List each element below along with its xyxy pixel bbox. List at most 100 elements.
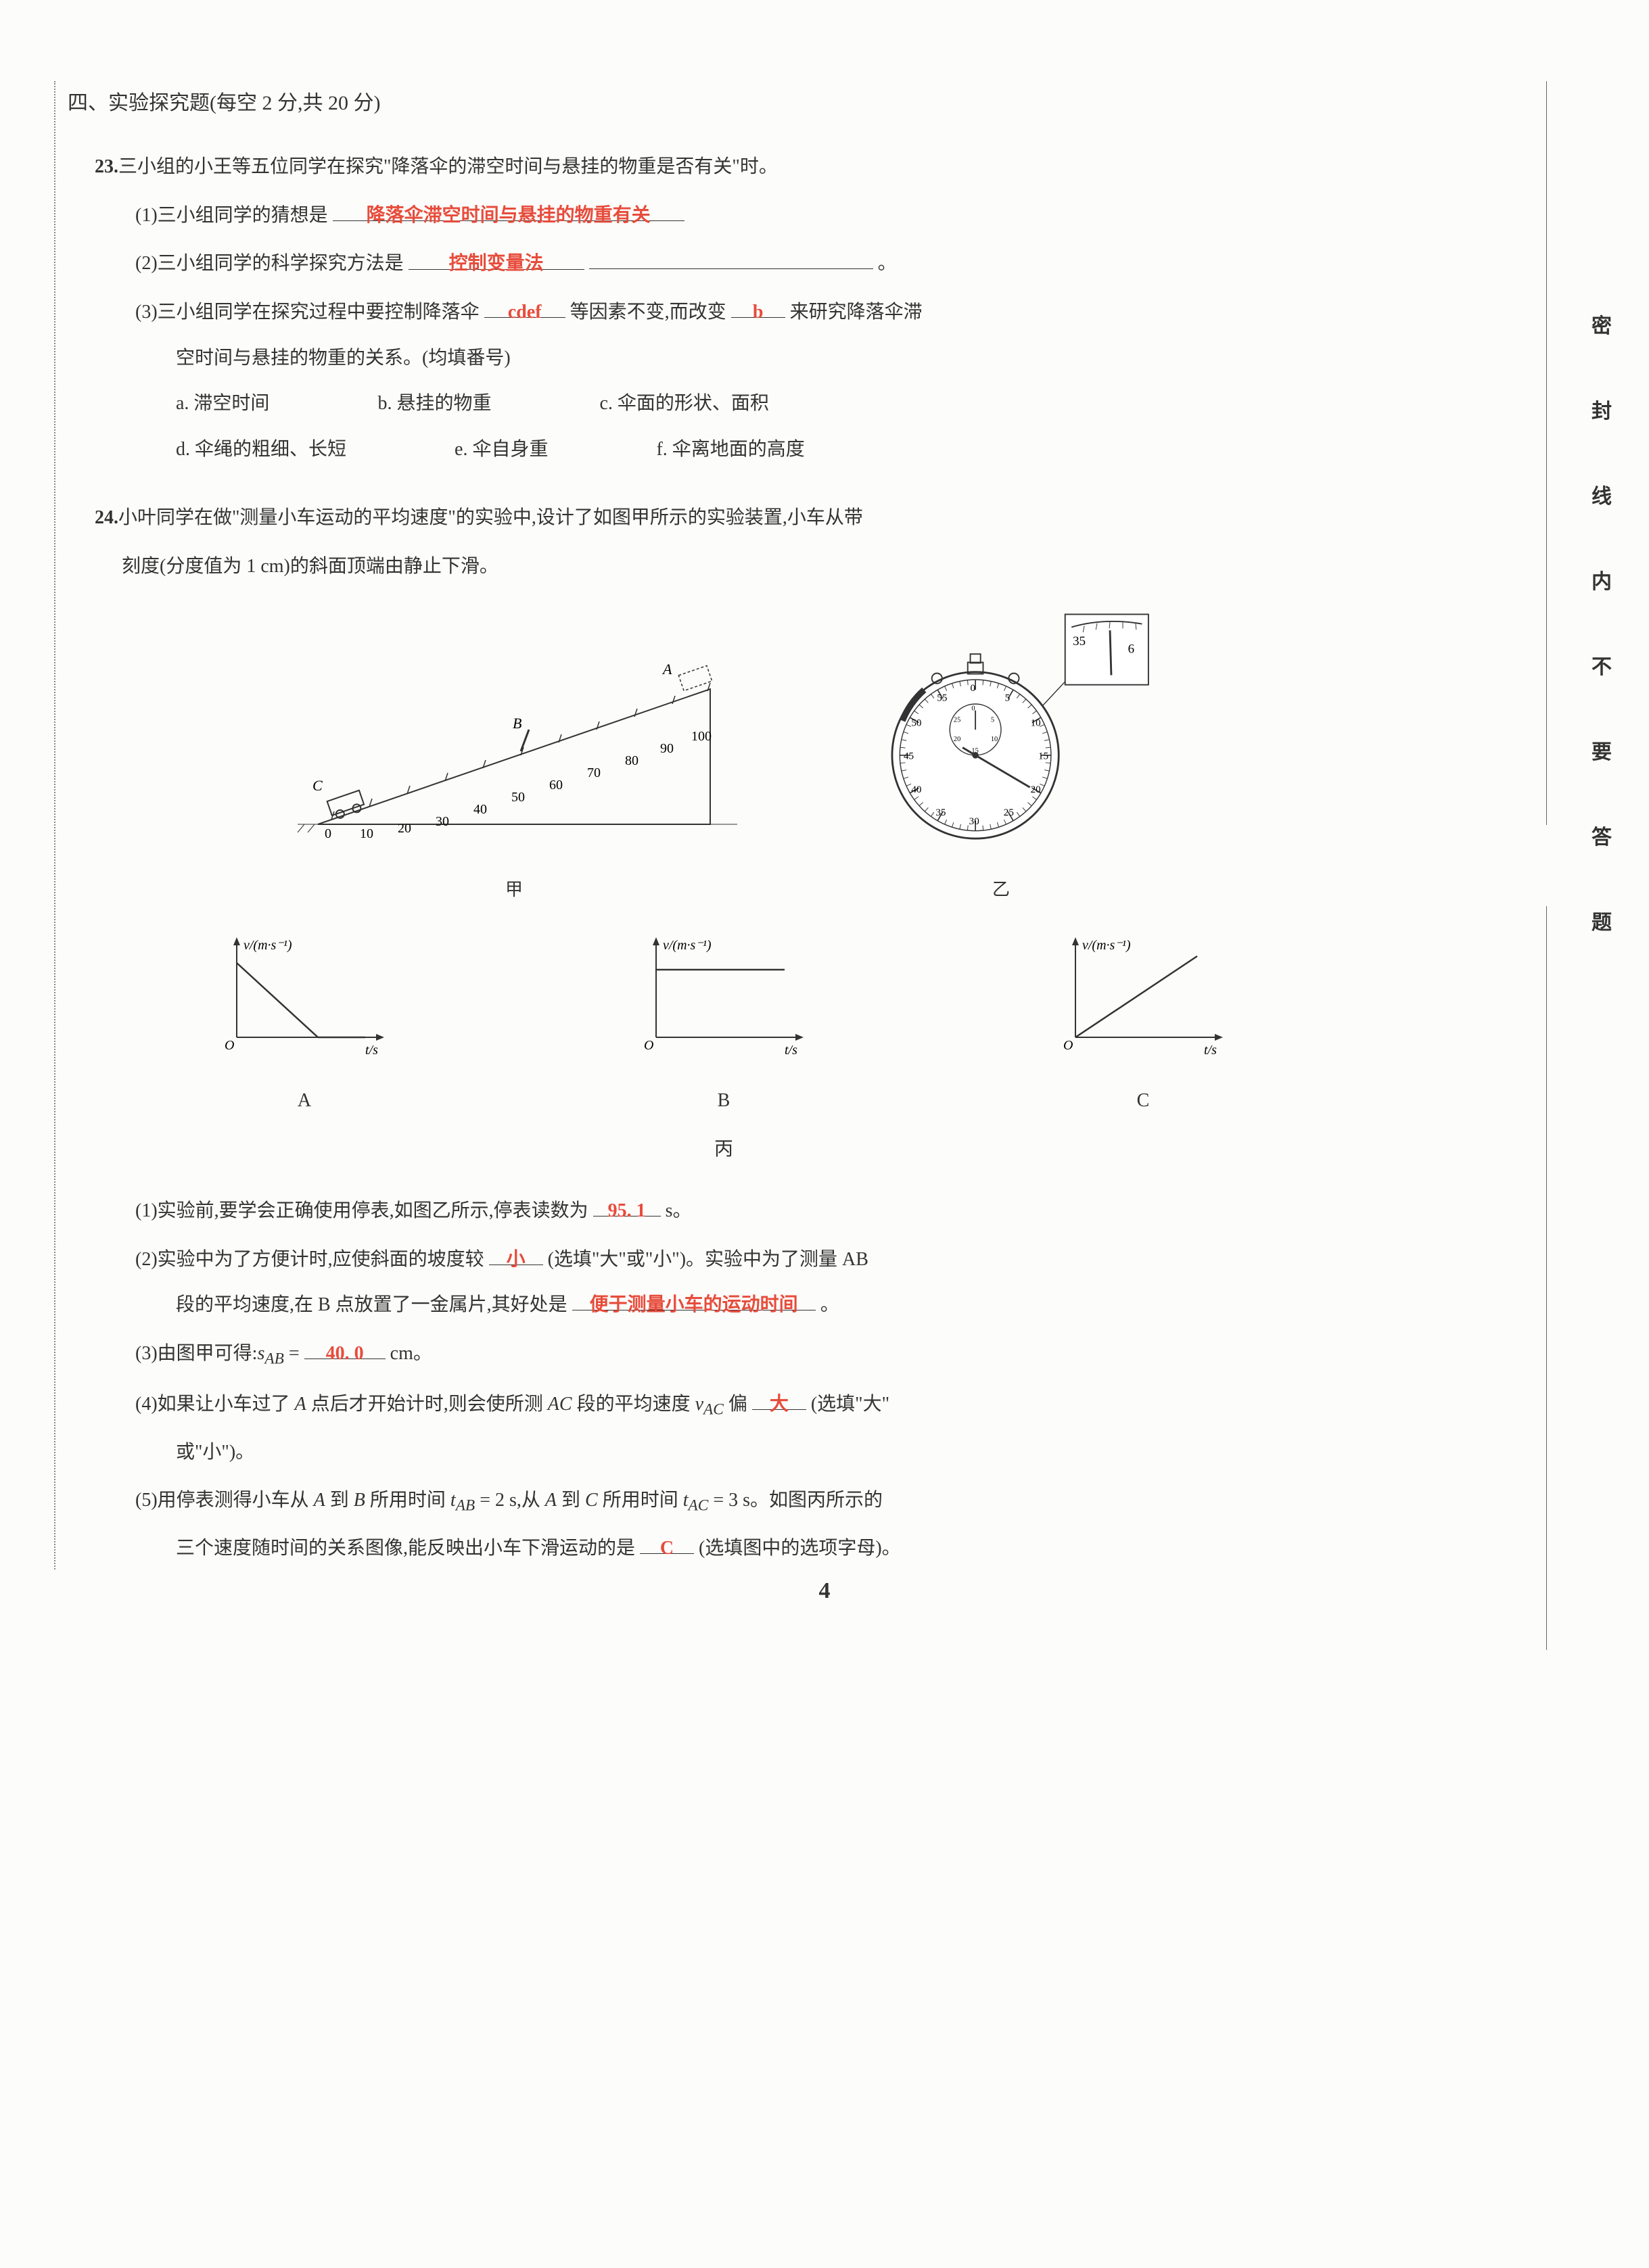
q24-charts-row: v/(m·s⁻¹) t/s O A v/(m·s⁻¹) t/s O B: [95, 929, 1353, 1121]
svg-text:10: 10: [991, 736, 998, 743]
tick-50: 50: [511, 790, 525, 805]
svg-text:25: 25: [1004, 806, 1014, 818]
margin-char: 要: [1588, 710, 1615, 795]
svg-text:10: 10: [1031, 717, 1041, 728]
q23-p3-line2: 空时间与悬挂的物重的关系。(均填番号): [95, 337, 1353, 379]
q24-part5: (5)用停表测得小车从 A 到 B 所用时间 tAB = 2 s,从 A 到 C…: [95, 1480, 1353, 1523]
q24-part3: (3)由图甲可得:sAB = 40. 0 cm。: [95, 1333, 1353, 1377]
tick-0: 0: [325, 826, 331, 841]
tick-10: 10: [360, 826, 373, 841]
q23-p1-label: (1)三小组同学的猜想是: [135, 205, 328, 226]
q23-part3: (3)三小组同学在探究过程中要控制降落伞 cdef 等因素不变,而改变 b 来研…: [95, 291, 1353, 333]
chart-C-box: v/(m·s⁻¹) t/s O C: [1048, 929, 1238, 1121]
margin-char: 线: [1588, 454, 1615, 540]
q23-p3-mid: 等因素不变,而改变: [570, 302, 726, 323]
section-scoring: (每空 2 分,共 20 分): [210, 92, 380, 114]
svg-text:t/s: t/s: [785, 1043, 797, 1058]
q24-p4-answer-blank[interactable]: 大: [752, 1384, 806, 1410]
question-24: 24.小叶同学在做"测量小车运动的平均速度"的实验中,设计了如图甲所示的实验装置…: [68, 497, 1353, 1569]
margin-char: 题: [1588, 880, 1615, 966]
q23-opt-c: c. 伞面的形状、面积: [599, 383, 768, 425]
right-margin-rule-top: [1546, 81, 1548, 825]
svg-text:t/s: t/s: [1204, 1043, 1217, 1058]
svg-text:O: O: [644, 1038, 653, 1053]
margin-char: 密: [1588, 284, 1615, 369]
q24-part2: (2)实验中为了方便计时,应使斜面的坡度较 小 (选填"大"或"小")。实验中为…: [95, 1239, 1353, 1281]
chart-A: v/(m·s⁻¹) t/s O: [210, 929, 399, 1064]
svg-text:35: 35: [935, 806, 946, 818]
q24-p2-answer2-blank[interactable]: 便于测量小车的运动时间: [572, 1284, 816, 1310]
q24-p3-answer-blank[interactable]: 40. 0: [304, 1333, 386, 1359]
q23-opt-b: b. 悬挂的物重: [377, 383, 491, 425]
margin-text-column: 密 封 线 内 不 要 答 题: [1588, 284, 1615, 966]
svg-text:20: 20: [1031, 783, 1041, 795]
tick-20: 20: [398, 821, 411, 836]
svg-text:v/(m·s⁻¹): v/(m·s⁻¹): [1082, 938, 1131, 953]
question-23: 23.三小组的小王等五位同学在探究"降落伞的滞空时间与悬挂的物重是否有关"时。 …: [68, 146, 1353, 470]
q24-p5-line2a: 三个速度随时间的关系图像,能反映出小车下滑运动的是: [176, 1538, 635, 1559]
q24-p2-line2b: 。: [820, 1294, 839, 1315]
margin-char: 内: [1588, 540, 1615, 625]
ramp-label-C: C: [312, 777, 323, 794]
tick-90: 90: [660, 741, 674, 756]
right-margin-rule-bottom: [1546, 906, 1548, 1650]
tick-30: 30: [436, 814, 449, 829]
q24-p2-answer-blank[interactable]: 小: [489, 1239, 543, 1265]
margin-char: 不: [1588, 625, 1615, 710]
svg-text:15: 15: [1038, 750, 1048, 761]
q24-figures-row: 0 10 20 30 40 50 60 70 80 90 100: [95, 608, 1353, 909]
chart-C-label: C: [1048, 1080, 1238, 1122]
chart-B-box: v/(m·s⁻¹) t/s O B: [629, 929, 818, 1121]
svg-text:50: 50: [911, 717, 921, 728]
section-title: 、实验探究题: [88, 92, 210, 114]
margin-char: 答: [1588, 795, 1615, 880]
q23-p3-answer1-blank[interactable]: cdef: [484, 291, 565, 318]
q23-p1-answer-blank[interactable]: 降落伞滞空时间与悬挂的物重有关: [333, 195, 684, 221]
q24-part1: (1)实验前,要学会正确使用停表,如图乙所示,停表读数为 95. 1 s。: [95, 1190, 1353, 1232]
q23-opt-d: d. 伞绳的粗细、长短: [176, 429, 346, 471]
ramp-label-A: A: [661, 661, 672, 678]
svg-text:25: 25: [954, 716, 960, 724]
q24-p1-answer-blank[interactable]: 95. 1: [593, 1190, 661, 1216]
q23-opt-e: e. 伞自身重: [455, 429, 548, 471]
q24-p2-line2: 段的平均速度,在 B 点放置了一金属片,其好处是 便于测量小车的运动时间 。: [95, 1284, 1353, 1326]
chart-ylabel: v/(m·s⁻¹): [243, 938, 292, 953]
svg-text:55: 55: [937, 692, 947, 703]
q23-p3-answer2-blank[interactable]: b: [731, 291, 785, 318]
q24-number: 24.: [95, 507, 118, 528]
q24-part4: (4)如果让小车过了 A 点后才开始计时,则会使所测 AC 段的平均速度 vAC…: [95, 1384, 1353, 1427]
q23-opt-f: f. 伞离地面的高度: [656, 429, 804, 471]
svg-text:5: 5: [1005, 692, 1011, 703]
ramp-diagram: 0 10 20 30 40 50 60 70 80 90 100: [277, 635, 751, 851]
svg-text:5: 5: [991, 716, 994, 724]
q24-p4-tail: (选填"大": [811, 1394, 889, 1415]
q24-p1-label: (1)实验前,要学会正确使用停表,如图乙所示,停表读数为: [135, 1200, 588, 1221]
svg-text:O: O: [1063, 1038, 1073, 1053]
svg-text:45: 45: [904, 750, 914, 761]
q24-p2-mid: (选填"大"或"小")。实验中为了测量 AB: [548, 1249, 868, 1270]
q23-part2: (2)三小组同学的科学探究方法是 控制变量法 。: [95, 243, 1353, 285]
q23-number: 23.: [95, 156, 118, 177]
section-number: 四: [68, 92, 88, 114]
chart-A-label: A: [210, 1080, 399, 1122]
page-number: 4: [819, 1566, 831, 1617]
q23-p2-tail: 。: [878, 253, 897, 274]
ramp-label-B: B: [513, 715, 521, 732]
q23-p2-answer-blank[interactable]: 控制变量法: [409, 243, 584, 269]
q24-p5-answer-blank[interactable]: C: [640, 1528, 694, 1554]
q23-options-row1: a. 滞空时间 b. 悬挂的物重 c. 伞面的形状、面积: [95, 383, 1353, 425]
section-header: 四、实验探究题(每空 2 分,共 20 分): [68, 81, 1353, 126]
q23-p3-tail: 来研究降落伞滞: [790, 302, 923, 323]
stopwatch-diagram: 35 6 0 5 10 15 20 25 30 35 40 45: [832, 608, 1170, 851]
tick-100: 100: [691, 729, 712, 744]
svg-text:30: 30: [969, 816, 979, 827]
svg-text:0: 0: [971, 705, 975, 712]
magnifier-6: 6: [1128, 642, 1134, 656]
q24-p2-line2a: 段的平均速度,在 B 点放置了一金属片,其好处是: [176, 1294, 567, 1315]
svg-text:40: 40: [911, 783, 921, 795]
margin-char: 封: [1588, 369, 1615, 454]
q23-opt-a: a. 滞空时间: [176, 383, 269, 425]
chart-xlabel: t/s: [365, 1043, 378, 1058]
q24-stem1: 小叶同学在做"测量小车运动的平均速度"的实验中,设计了如图甲所示的实验装置,小车…: [118, 507, 863, 528]
chart-C: v/(m·s⁻¹) t/s O: [1048, 929, 1238, 1064]
